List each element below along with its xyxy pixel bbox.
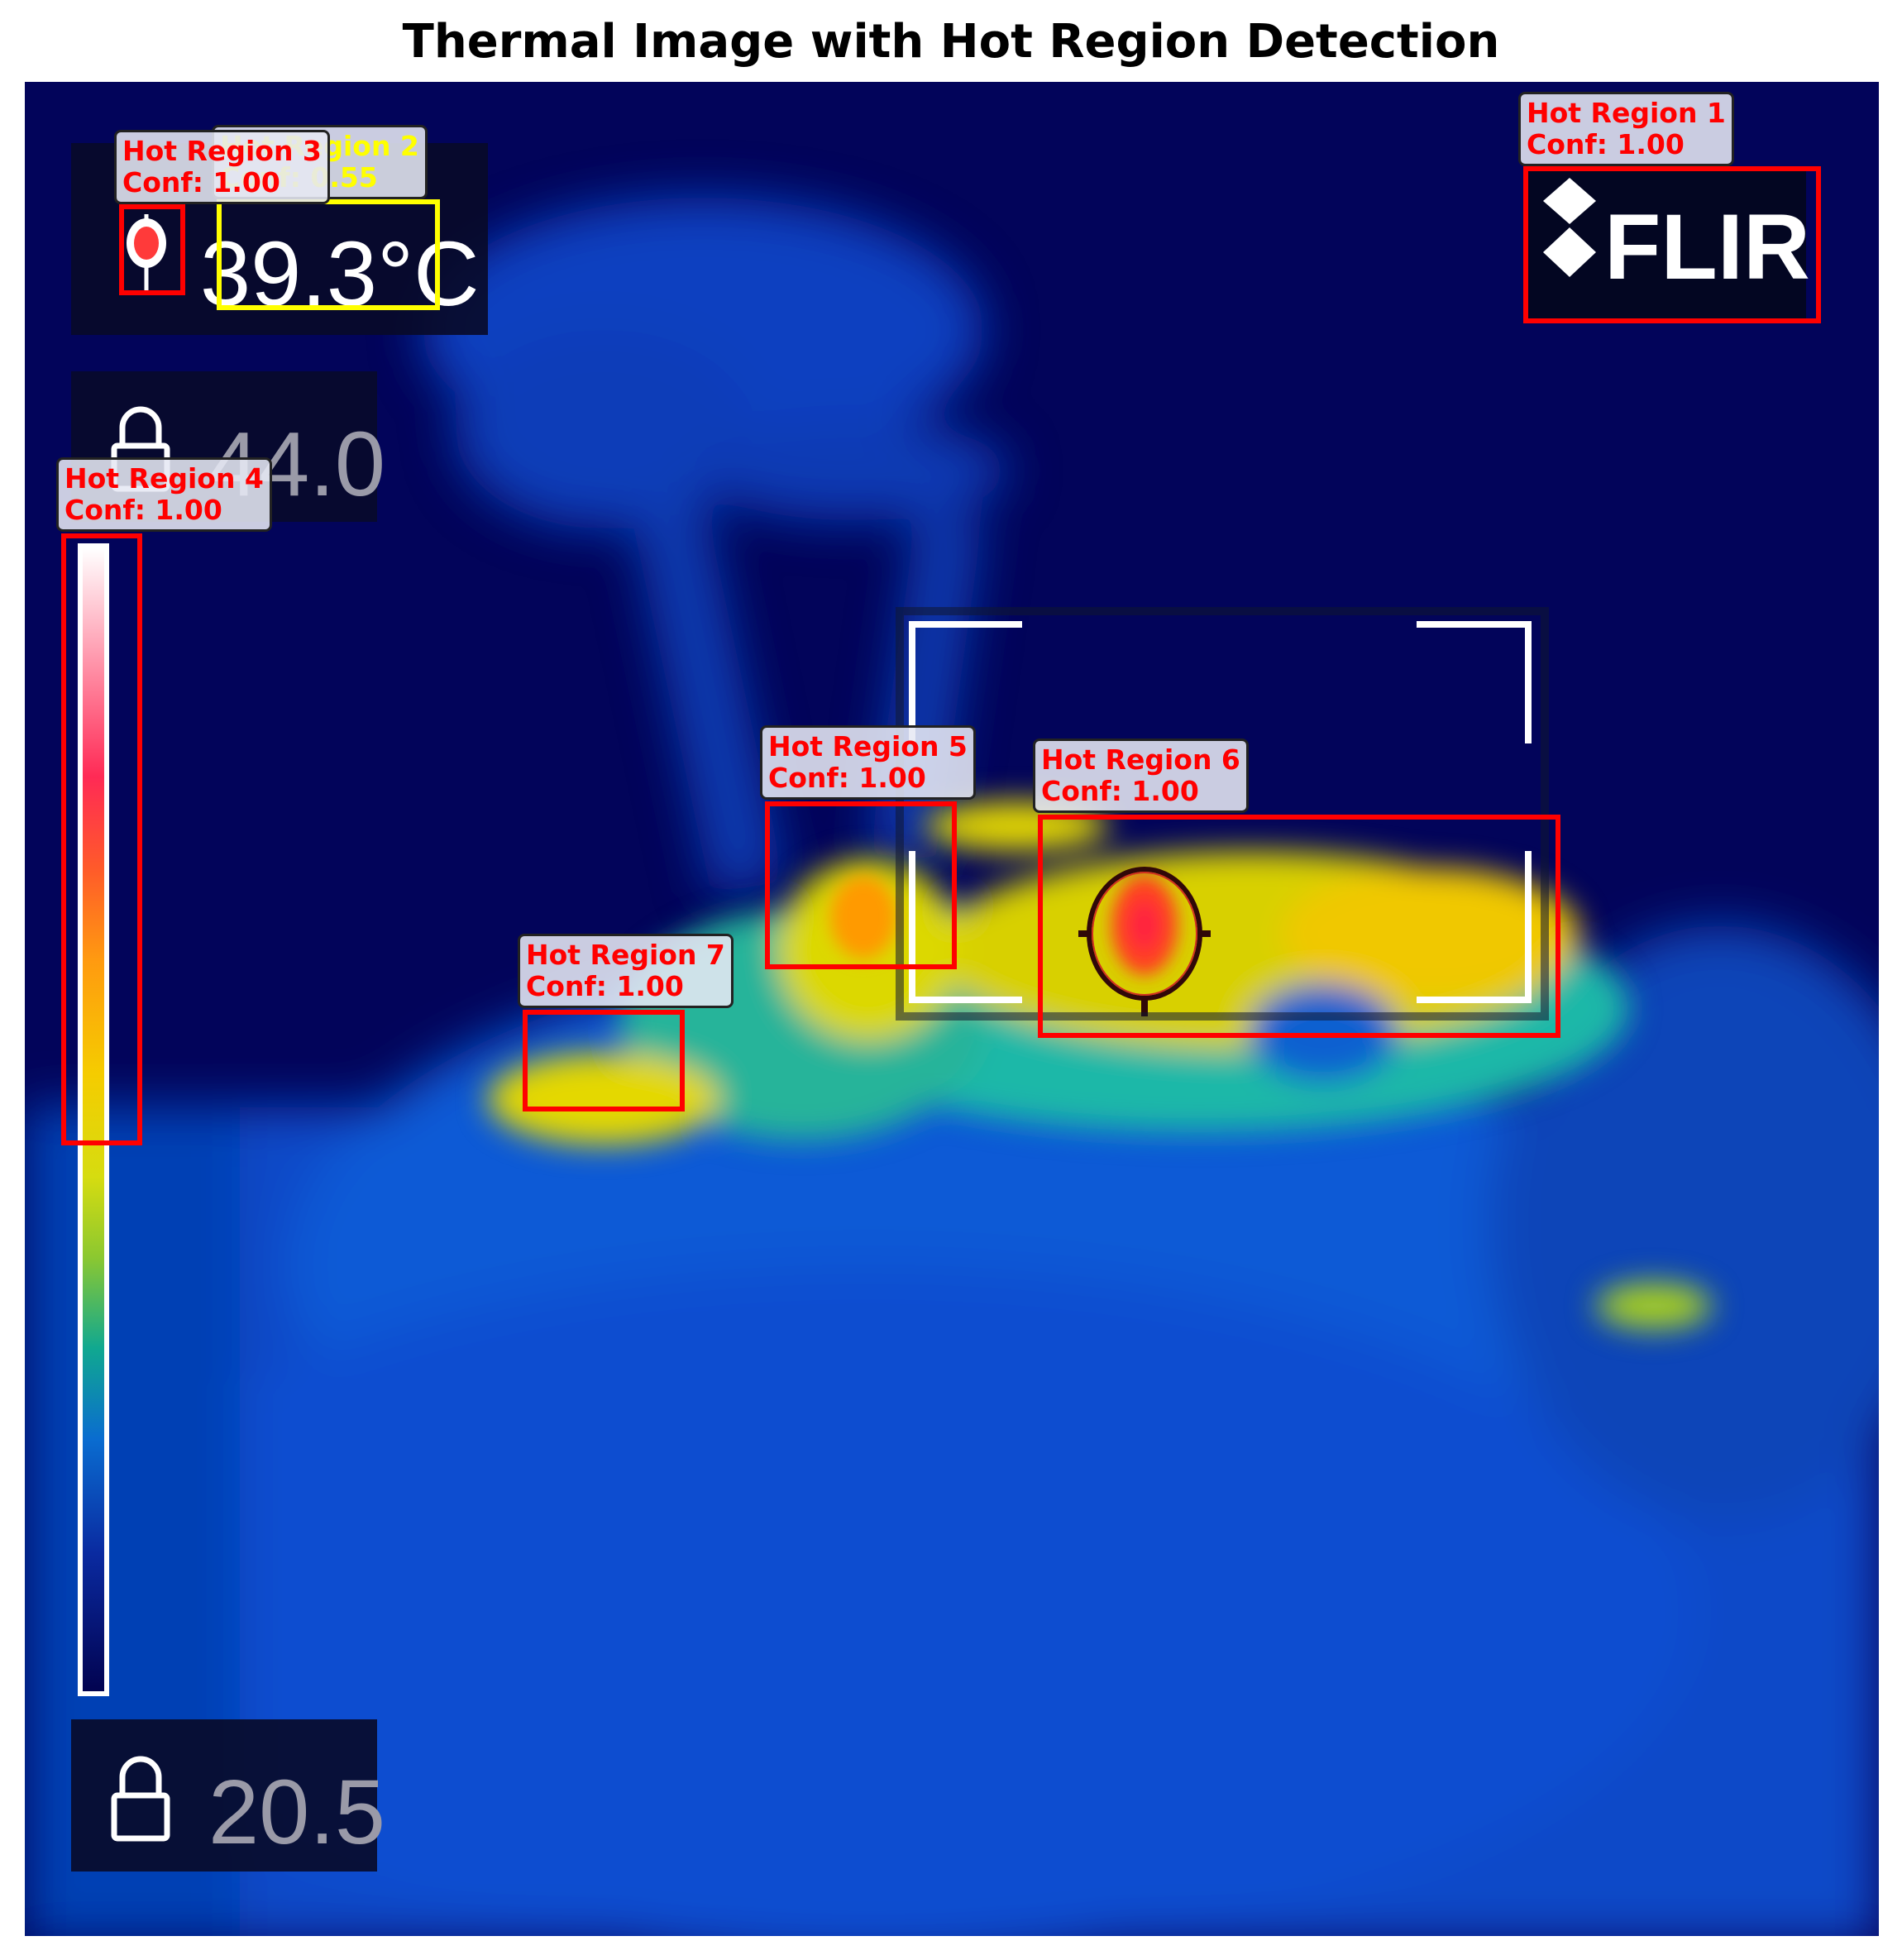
figure-title: Thermal Image with Hot Region Detection [402,15,1500,69]
detection-label-1: Hot Region 1 Conf: 1.00 [1518,92,1734,166]
detection-label-6: Hot Region 6 Conf: 1.00 [1033,739,1249,813]
detection-box-2 [217,199,440,310]
spot-icon [127,214,166,294]
detection-box-5 [765,801,957,969]
detection-box-6 [1038,815,1560,1038]
detection-label-4: Hot Region 4 Conf: 1.00 [56,457,272,532]
detection-box-3 [119,204,185,295]
cool-body [25,925,1879,1936]
detection-label-7: Hot Region 7 Conf: 1.00 [518,934,734,1008]
detection-label-5: Hot Region 5 Conf: 1.00 [760,725,976,800]
measurement-frame [896,607,1549,1021]
thermal-scene: 39.3°C 44.0 20.5 FLIR [25,143,1879,1936]
brand-wordmark: FLIR [1604,195,1810,299]
detection-box-1 [1523,166,1821,323]
detection-label-3: Hot Region 3 Conf: 1.00 [114,130,330,204]
lock-icon-bottom [111,1756,170,1842]
detection-box-4 [61,533,142,1145]
scale-min-readout: 20.5 [208,1762,385,1863]
brand-logo-icon [1543,178,1596,277]
hot-spots [830,876,1178,975]
spot-meter-crosshair [1078,867,1211,1016]
temperature-colorbar [78,543,109,1696]
upper-structure [422,198,1009,896]
thermal-image: 39.3°C 44.0 20.5 FLIR Hot Region 1 Conf: … [25,82,1879,1936]
detection-box-7 [523,1010,685,1111]
